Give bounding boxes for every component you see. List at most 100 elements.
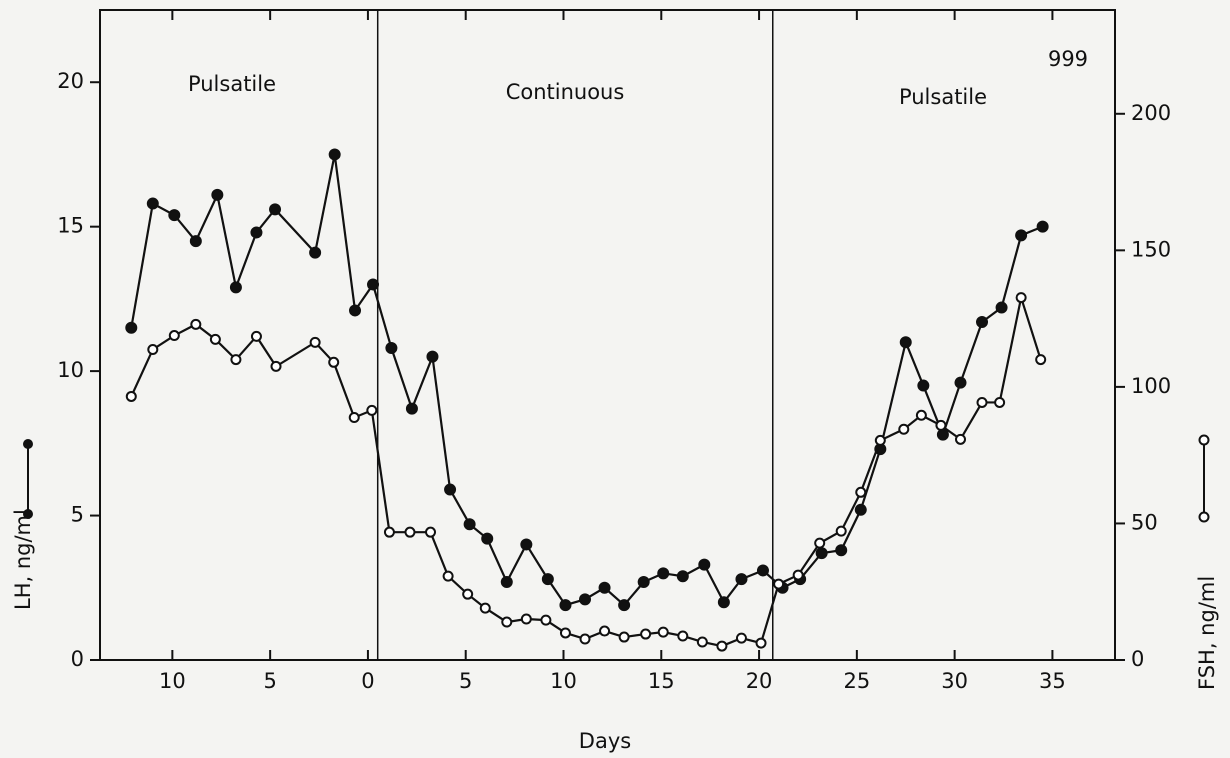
- x-tick-label: 30: [941, 669, 968, 693]
- data-point: [899, 336, 912, 349]
- data-point: [735, 632, 747, 644]
- data-point: [442, 570, 454, 582]
- data-point: [541, 573, 554, 586]
- data-point: [125, 321, 138, 334]
- y2-tick-label: 100: [1131, 374, 1171, 398]
- x-tick-label: 25: [843, 669, 870, 693]
- y-tick-label: 10: [57, 358, 84, 382]
- data-point: [994, 396, 1006, 408]
- data-point: [367, 278, 380, 291]
- data-point: [855, 486, 867, 498]
- data-point: [676, 570, 689, 583]
- data-point: [209, 333, 221, 345]
- phase-label: Pulsatile: [188, 72, 276, 96]
- y2-tick-label: 150: [1131, 237, 1171, 261]
- data-point: [599, 625, 611, 637]
- data-point: [405, 402, 418, 415]
- data-point: [792, 569, 804, 581]
- x-tick-label: 20: [746, 669, 773, 693]
- data-point: [540, 614, 552, 626]
- data-point: [269, 203, 282, 216]
- data-point: [349, 304, 362, 317]
- data-point: [328, 148, 341, 161]
- data-point: [935, 419, 947, 431]
- series-line: [130, 154, 1044, 607]
- data-point: [976, 396, 988, 408]
- y-tick-label: 15: [57, 214, 84, 238]
- data-point: [657, 626, 669, 638]
- y2-tick-label: 200: [1131, 101, 1171, 125]
- data-point: [309, 336, 321, 348]
- data-point: [520, 613, 532, 625]
- data-point: [211, 188, 224, 201]
- data-point: [815, 547, 828, 560]
- data-point: [270, 360, 282, 372]
- data-point: [755, 637, 767, 649]
- data-point: [501, 616, 513, 628]
- data-point: [618, 599, 631, 612]
- data-point: [955, 433, 967, 445]
- data-point: [189, 235, 202, 248]
- data-point: [579, 593, 592, 606]
- data-point: [898, 423, 910, 435]
- data-point: [854, 503, 867, 516]
- data-point: [481, 532, 494, 545]
- data-point: [835, 525, 847, 537]
- data-point: [229, 281, 242, 294]
- data-point: [309, 246, 322, 259]
- data-point: [559, 599, 572, 612]
- x-tick-label: 10: [550, 669, 577, 693]
- y-tick-label: 20: [57, 69, 84, 93]
- data-point: [716, 640, 728, 652]
- data-point: [559, 627, 571, 639]
- data-point: [520, 538, 533, 551]
- data-point: [995, 301, 1008, 314]
- data-point: [874, 434, 886, 446]
- y-axis-title: LH, ng/ml: [11, 509, 35, 610]
- data-point: [640, 628, 652, 640]
- plot-frame: [99, 9, 1116, 661]
- data-point: [1015, 292, 1027, 304]
- y-tick-label: 0: [71, 647, 84, 671]
- data-point: [814, 537, 826, 549]
- phase-label: Continuous: [506, 80, 625, 104]
- data-point: [366, 404, 378, 416]
- data-point: [425, 526, 437, 538]
- data-point: [735, 573, 748, 586]
- data-point: [698, 558, 711, 571]
- phase-label: Pulsatile: [899, 85, 987, 109]
- data-point: [917, 379, 930, 392]
- data-point: [915, 409, 927, 421]
- data-point: [125, 390, 137, 402]
- data-point: [500, 576, 513, 588]
- data-point: [936, 428, 949, 441]
- data-point: [462, 588, 474, 600]
- data-point: [954, 376, 967, 389]
- data-point: [618, 631, 630, 643]
- data-point: [383, 526, 395, 538]
- x-tick-label: 15: [648, 669, 675, 693]
- y2-tick-label: 50: [1131, 510, 1158, 534]
- data-point: [147, 343, 159, 355]
- data-point: [677, 630, 689, 642]
- data-point: [168, 330, 180, 342]
- data-point: [657, 567, 670, 580]
- data-point: [230, 354, 242, 366]
- data-point: [1036, 220, 1049, 233]
- data-point: [444, 483, 457, 496]
- data-point: [598, 581, 611, 594]
- data-point: [1015, 229, 1028, 242]
- phase-label: 999: [1048, 47, 1088, 71]
- data-point: [773, 578, 785, 590]
- data-point: [637, 576, 650, 588]
- fsh-legend-glyph: [1198, 434, 1210, 523]
- data-point: [696, 636, 708, 648]
- data-point: [463, 518, 476, 531]
- data-point: [756, 564, 769, 577]
- data-point: [426, 350, 439, 363]
- data-point: [479, 602, 491, 614]
- series-line: [130, 293, 1042, 648]
- data-point: [579, 633, 591, 645]
- data-point: [1035, 354, 1047, 366]
- data-point: [328, 356, 340, 368]
